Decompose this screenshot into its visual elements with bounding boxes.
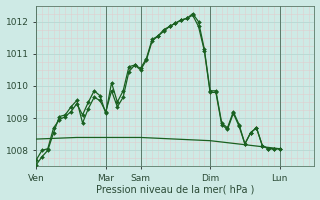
X-axis label: Pression niveau de la mer( hPa ): Pression niveau de la mer( hPa ) [96,184,254,194]
